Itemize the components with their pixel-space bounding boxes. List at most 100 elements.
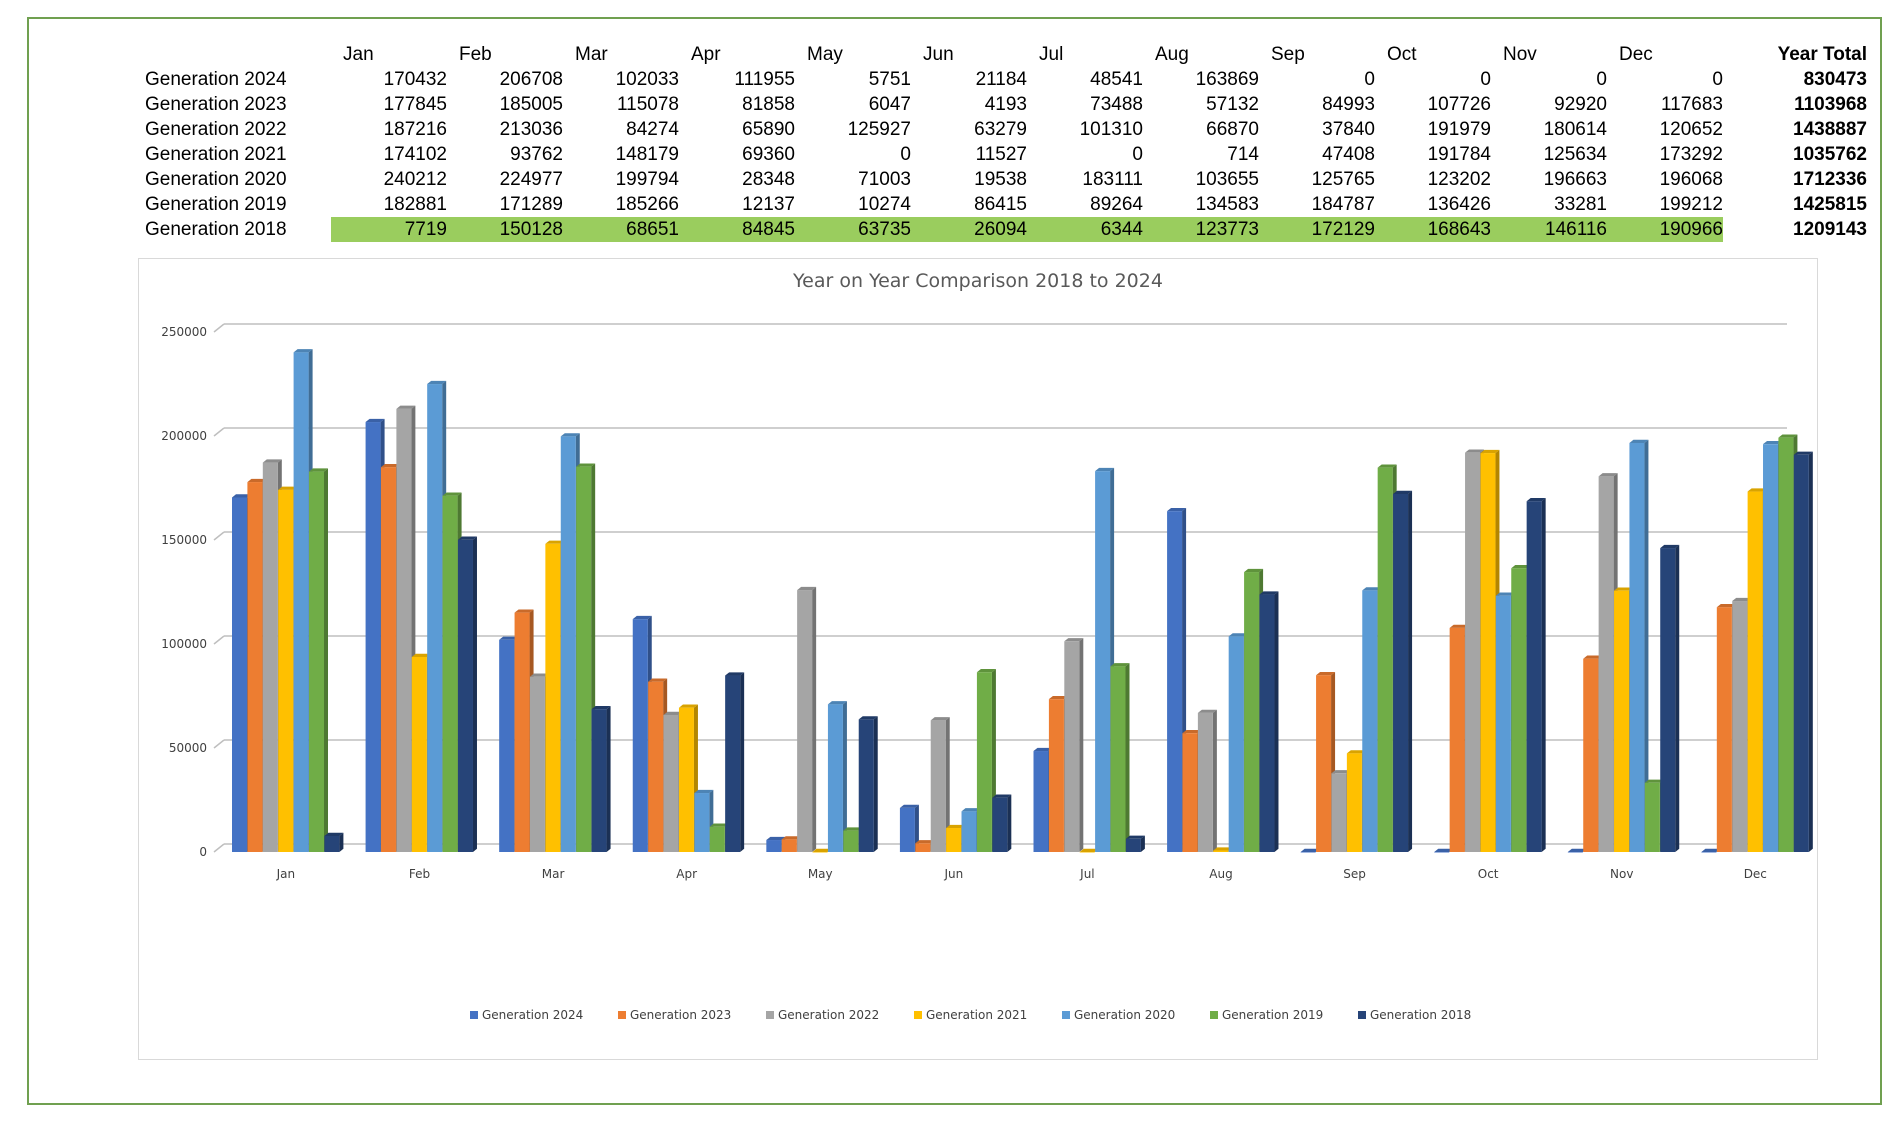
table-row: Generation 2022 187216 213036 84274 65890 125… [145,117,1867,142]
bar [1701,848,1721,853]
bar-top [1449,624,1469,628]
year-total-header: Year Total [1777,44,1867,65]
table-cell: 93762 [510,144,563,165]
table-month-header: Dec [1619,44,1653,65]
legend-swatch [914,1011,922,1019]
table-cell: 107726 [1427,94,1491,115]
legend-swatch [1358,1011,1366,1019]
table-cell: 92920 [1554,94,1607,115]
bar-top [1763,440,1783,445]
table-cell: 68651 [563,217,679,242]
legend: Generation 2024 Generation 2023 Generation… [470,1008,1471,1022]
bar-side [740,672,745,852]
bar-chart: Year on Year Comparison 2018 to 2024 0 50… [161,270,1813,1022]
bar-front [309,471,324,852]
bar-top [1480,449,1500,454]
table-cell: 26094 [911,217,1027,242]
table-cell: 206708 [499,69,563,90]
bar-front [1167,511,1183,852]
bar-top [1465,449,1485,453]
bar-front [1701,852,1717,853]
bar-top [499,636,519,640]
bar-front [1747,491,1763,852]
bar-front [442,495,458,852]
table-cell: 6047 [868,94,911,115]
table-month-header: May [807,44,843,65]
bar-top [591,706,611,710]
bar-front [663,714,679,852]
bar-front [946,828,962,852]
gridline-floor [213,427,225,437]
table-cell: 191784 [1427,144,1491,165]
chart-title: Year on Year Comparison 2018 to 2024 [792,270,1163,292]
bar-front [678,707,694,852]
row-label: Generation 2023 [145,94,287,115]
bar-top [797,586,817,591]
bar-front [247,482,263,852]
bar [858,716,878,852]
bar-top [247,478,267,483]
bar-top [1228,633,1248,637]
bar-side [1675,544,1680,852]
table-header-row: Jan Feb Mar Apr May Jun Jul Aug Sep Oct Nov Dec Year… [145,42,1867,67]
x-tick-label: Feb [409,867,430,881]
bar-top [457,536,477,540]
bar-side [472,536,477,852]
row-total: 1209143 [1793,219,1867,240]
bar-top [663,711,683,715]
legend-label: Generation 2022 [778,1008,879,1022]
table-month-header: Aug [1155,44,1189,65]
x-tick-label: Sep [1343,867,1366,881]
x-tick-label: Mar [542,867,565,881]
legend-item: Generation 2019 [1210,1008,1323,1022]
bar-side [812,586,817,852]
bar-top [1346,750,1366,754]
bar-top [442,492,462,496]
bar-side [1212,709,1217,852]
table-cell: 5751 [868,69,911,90]
generation-table: Jan Feb Mar Apr May Jun Jul Aug Sep Oct Nov Dec Year… [145,42,1867,242]
bar [1079,848,1099,853]
bar [1064,638,1084,852]
legend-label: Generation 2020 [1074,1008,1175,1022]
bar [812,848,832,853]
table-spacer [1723,42,1757,67]
bar-top [858,716,878,720]
row-label: Generation 2020 [145,169,287,190]
table-cell: 73488 [1090,94,1143,115]
bar-top [781,836,801,840]
bar-front [380,467,396,852]
legend-item: Generation 2023 [618,1008,731,1022]
y-tick-label: 250000 [161,325,207,339]
bar-front [499,639,515,852]
bar-top [545,540,565,544]
bar-front [1567,852,1583,853]
legend-item: Generation 2021 [914,1008,1027,1022]
table-cell: 150128 [447,217,563,242]
axis-layer: 0 50000 100000 150000 200000 250000 Jan Feb Mar A… [161,325,1767,881]
bar-top [1583,655,1603,659]
table-cell: 134583 [1195,194,1259,215]
bar-front [293,352,309,852]
bar-top [1331,770,1351,774]
table-cell: 48541 [1090,69,1143,90]
bar [324,832,344,852]
table-month-header: Oct [1387,44,1417,65]
bar-top [1614,587,1634,591]
table-cell: 163869 [1195,69,1259,90]
table-row: Generation 2023 177845 185005 115078 81858 60… [145,92,1867,117]
bar [899,804,919,852]
bar [1434,848,1454,853]
bar-front [1110,666,1126,852]
bar-side [873,716,878,852]
bar-top [514,609,534,613]
bar-front [1213,850,1229,852]
table-spacer [1723,142,1757,167]
bar-front [1629,442,1645,852]
table-cell: 84274 [626,119,679,140]
legend-swatch [1062,1011,1070,1019]
table-cell: 101310 [1079,119,1143,140]
bar-side [1274,591,1279,852]
table-cell: 199794 [615,169,679,190]
bar-front [365,422,381,852]
